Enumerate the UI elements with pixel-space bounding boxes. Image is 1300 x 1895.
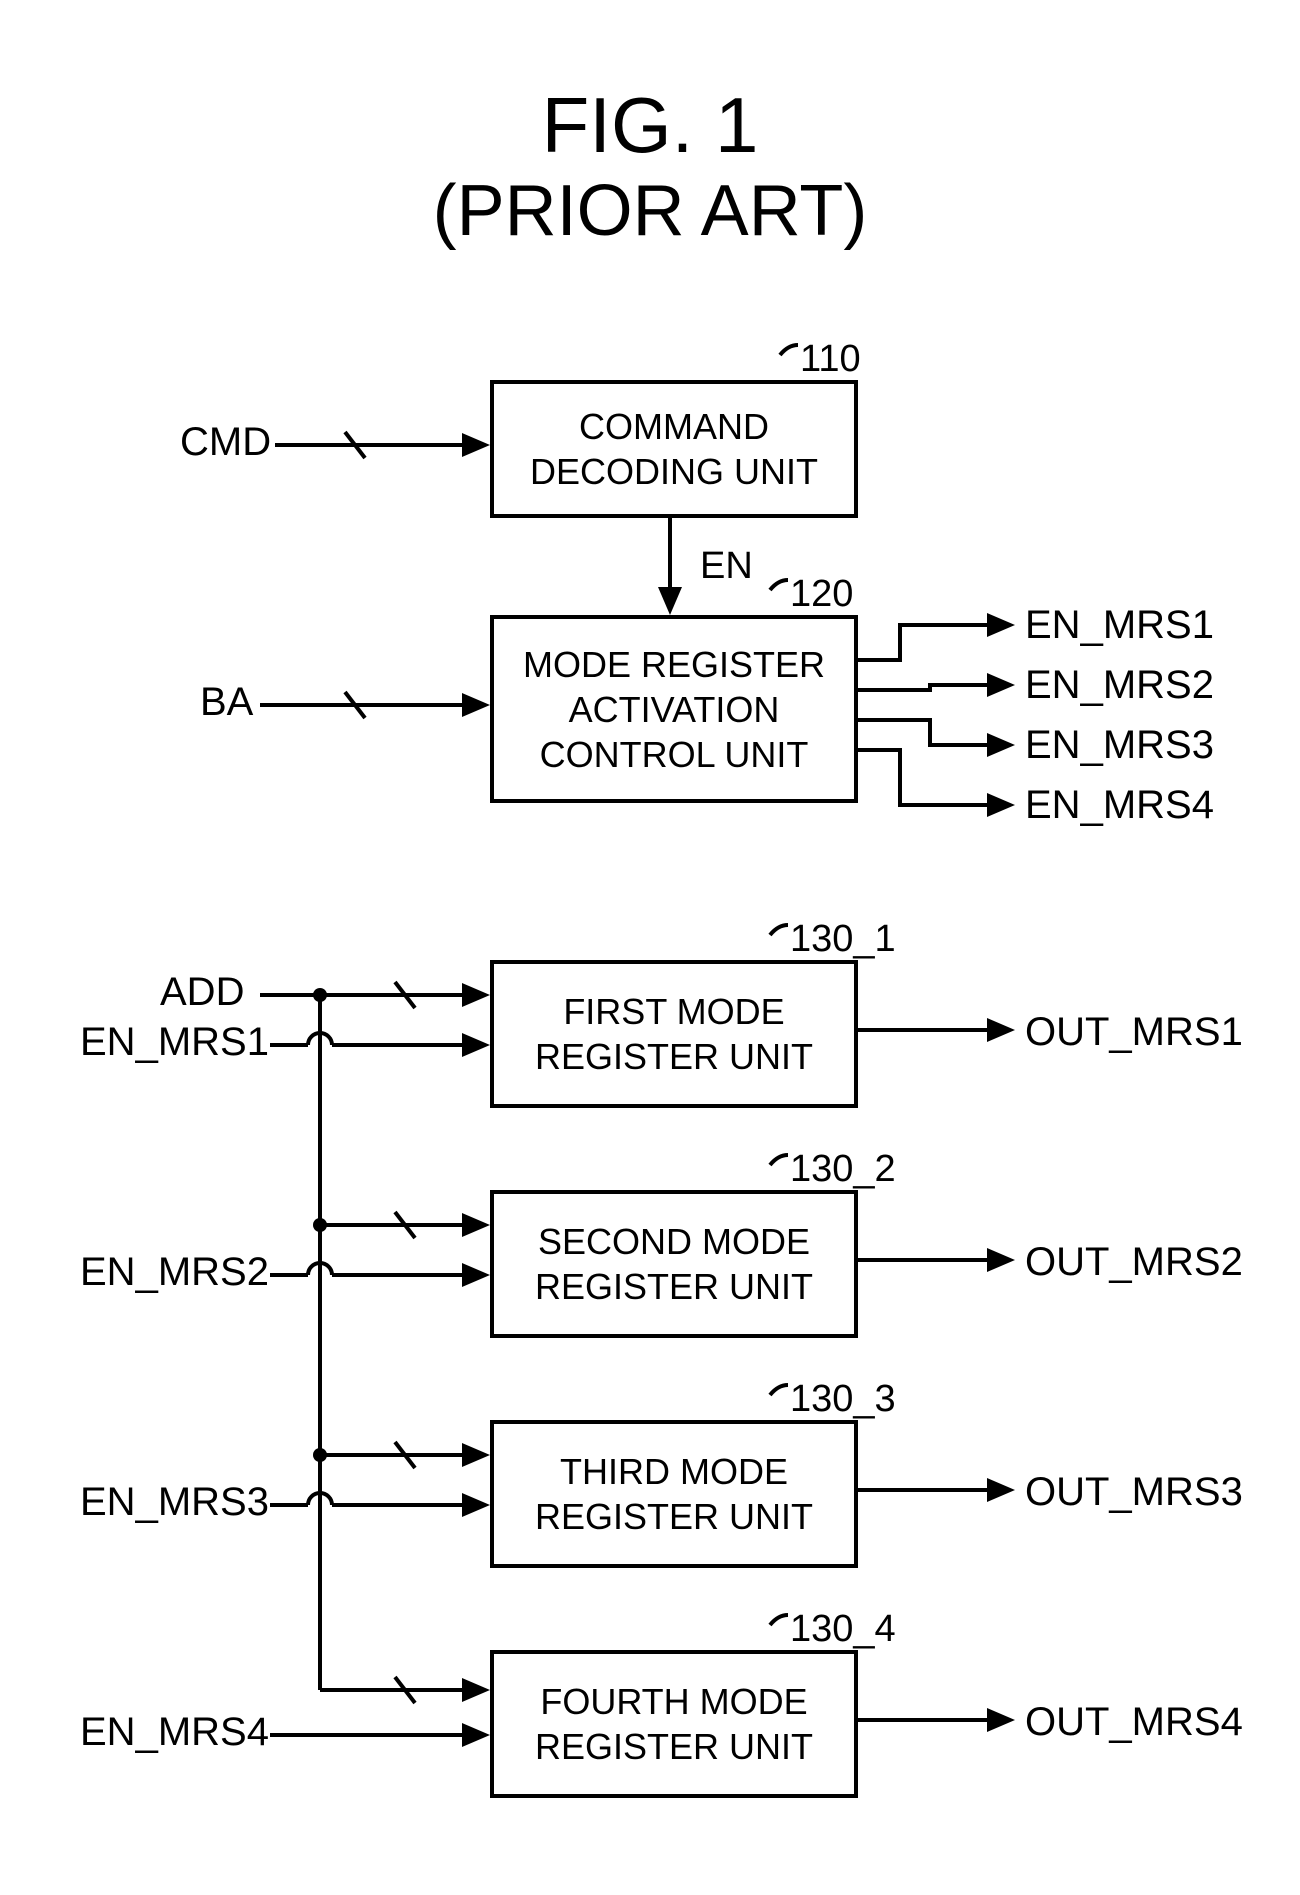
ref-120: 120 xyxy=(790,573,853,616)
wiring-overlay xyxy=(0,0,1300,1895)
box-label: COMMAND DECODING UNIT xyxy=(530,404,818,494)
box-label: SECOND MODE REGISTER UNIT xyxy=(535,1219,813,1309)
box-command-decoding-unit: COMMAND DECODING UNIT xyxy=(490,380,858,518)
figure-title-1: FIG. 1 xyxy=(0,80,1300,171)
box-second-mode-register-unit: SECOND MODE REGISTER UNIT xyxy=(490,1190,858,1338)
box-third-mode-register-unit: THIRD MODE REGISTER UNIT xyxy=(490,1420,858,1568)
label-en-mrs1-in: EN_MRS1 xyxy=(80,1020,269,1065)
label-out-mrs4: OUT_MRS4 xyxy=(1025,1700,1243,1745)
label-out-mrs2: OUT_MRS2 xyxy=(1025,1240,1243,1285)
label-en-mrs2-out: EN_MRS2 xyxy=(1025,663,1214,708)
label-en-mrs4-out: EN_MRS4 xyxy=(1025,783,1214,828)
ref-130-1: 130_1 xyxy=(790,918,896,961)
box-label: MODE REGISTER ACTIVATION CONTROL UNIT xyxy=(523,642,825,777)
label-en-mrs1-out: EN_MRS1 xyxy=(1025,603,1214,648)
ref-130-2: 130_2 xyxy=(790,1148,896,1191)
box-label: FOURTH MODE REGISTER UNIT xyxy=(535,1679,813,1769)
box-fourth-mode-register-unit: FOURTH MODE REGISTER UNIT xyxy=(490,1650,858,1798)
label-en: EN xyxy=(700,545,753,588)
label-cmd: CMD xyxy=(180,420,271,465)
ref-110: 110 xyxy=(800,338,861,381)
ref-130-4: 130_4 xyxy=(790,1608,896,1651)
box-label: THIRD MODE REGISTER UNIT xyxy=(535,1449,813,1539)
box-mode-register-activation-control-unit: MODE REGISTER ACTIVATION CONTROL UNIT xyxy=(490,615,858,803)
label-en-mrs3-out: EN_MRS3 xyxy=(1025,723,1214,768)
label-en-mrs2-in: EN_MRS2 xyxy=(80,1250,269,1295)
label-en-mrs4-in: EN_MRS4 xyxy=(80,1710,269,1755)
label-en-mrs3-in: EN_MRS3 xyxy=(80,1480,269,1525)
figure-title-2: (PRIOR ART) xyxy=(0,170,1300,252)
box-first-mode-register-unit: FIRST MODE REGISTER UNIT xyxy=(490,960,858,1108)
box-label: FIRST MODE REGISTER UNIT xyxy=(535,989,813,1079)
diagram-canvas: FIG. 1 (PRIOR ART) COMMAND DECODING UNIT… xyxy=(0,0,1300,1895)
label-add: ADD xyxy=(160,970,244,1015)
label-ba: BA xyxy=(200,680,253,725)
label-out-mrs1: OUT_MRS1 xyxy=(1025,1010,1243,1055)
label-out-mrs3: OUT_MRS3 xyxy=(1025,1470,1243,1515)
ref-130-3: 130_3 xyxy=(790,1378,896,1421)
